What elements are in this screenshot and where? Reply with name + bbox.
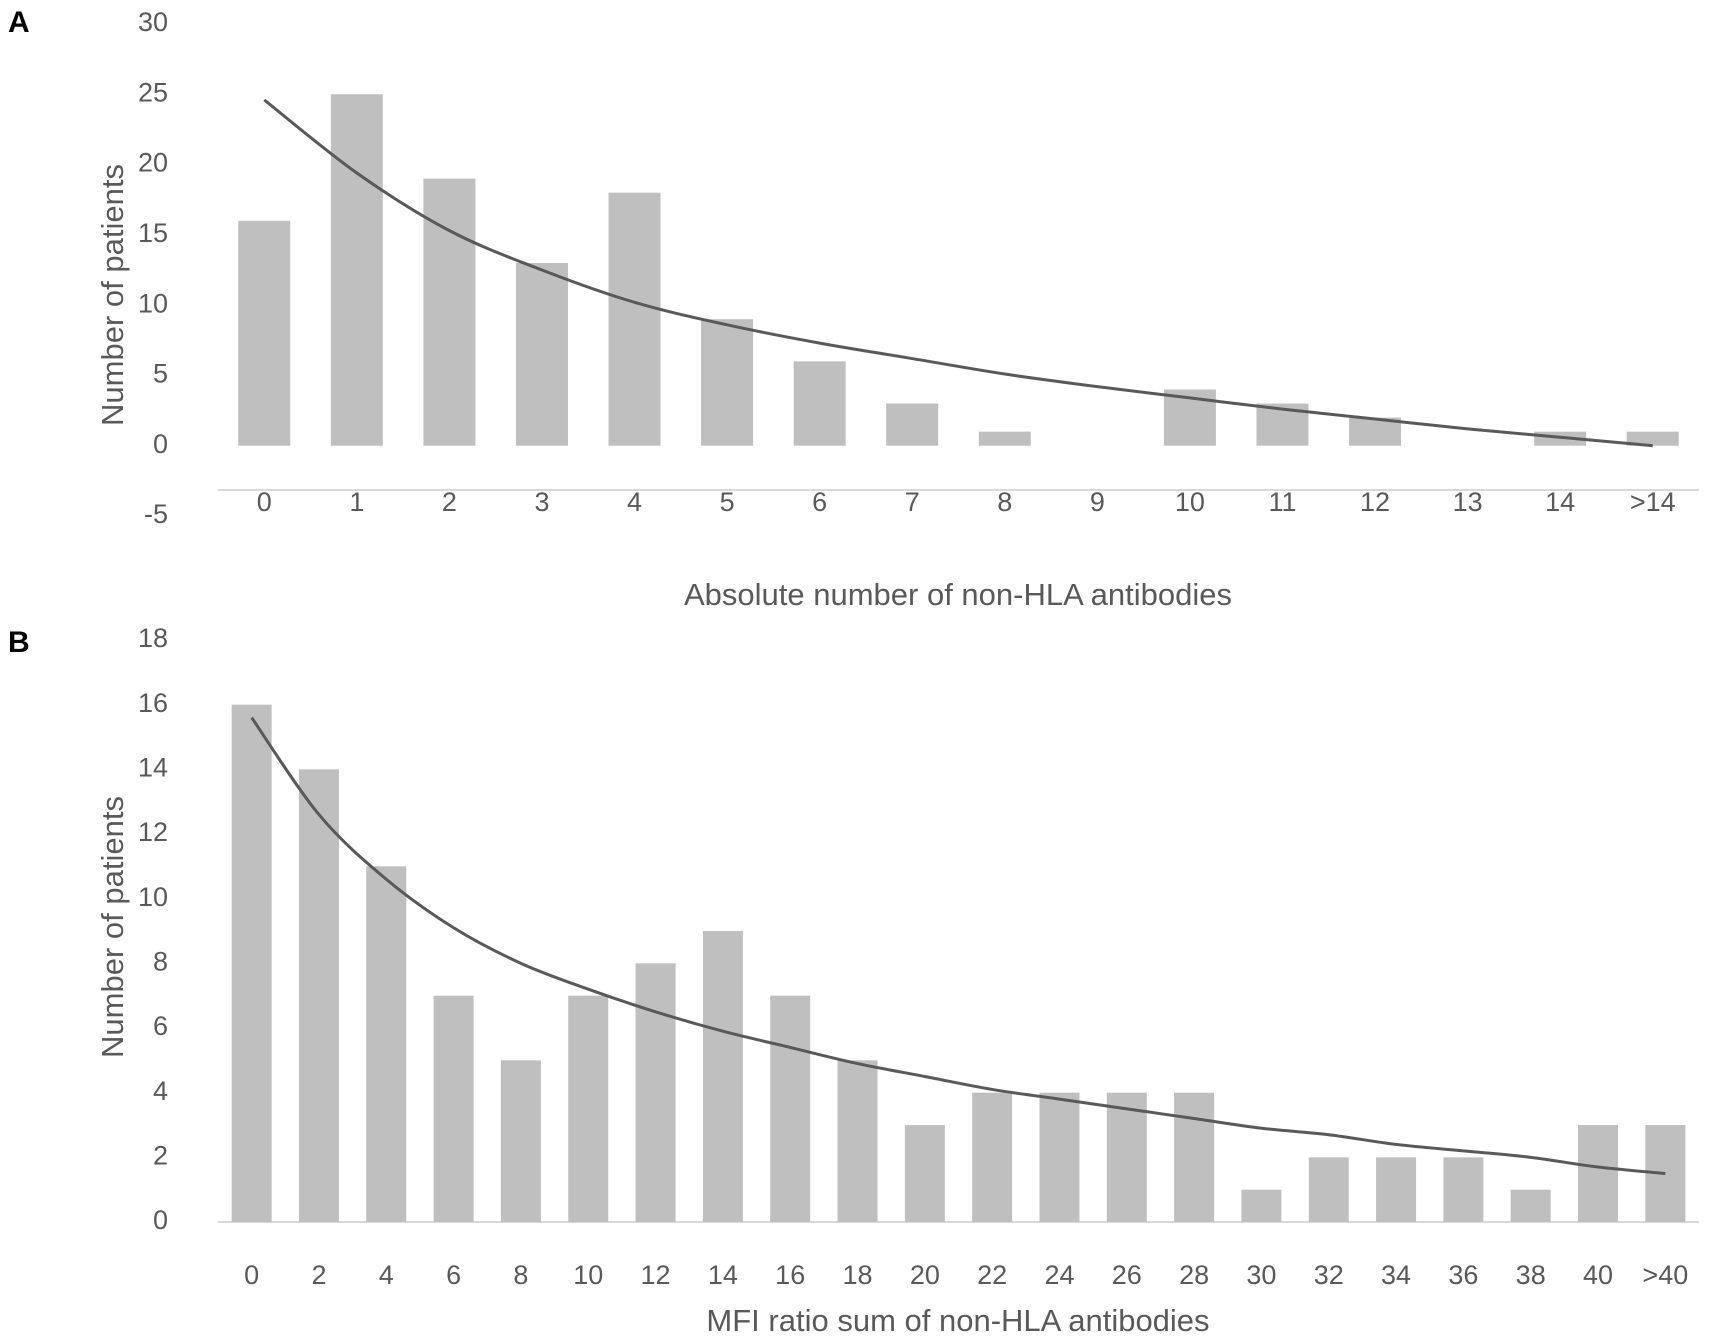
panel-a-y-tick-label: 20 bbox=[138, 148, 168, 178]
panel-b-y-tick-label: 2 bbox=[153, 1140, 168, 1170]
panel-b-x-tick-label: 38 bbox=[1516, 1260, 1546, 1290]
panel-b-x-tick-label: 26 bbox=[1112, 1260, 1142, 1290]
panel-a-x-tick-label: 9 bbox=[1090, 487, 1105, 517]
panel-b-x-tick-label: 24 bbox=[1044, 1260, 1074, 1290]
panel-b-x-axis-title: MFI ratio sum of non-HLA antibodies bbox=[706, 1303, 1209, 1338]
panel-b: B Number of patients MFI ratio sum of no… bbox=[8, 623, 1699, 1338]
panel-a-bar bbox=[423, 178, 476, 446]
panel-a-x-tick-label: 3 bbox=[534, 487, 549, 517]
panel-a-x-tick-label: 12 bbox=[1360, 487, 1390, 517]
panel-a-x-tick-label: 0 bbox=[257, 487, 272, 517]
panel-b-y-tick-label: 14 bbox=[138, 752, 168, 782]
panel-a-bar bbox=[238, 220, 291, 446]
panel-b-bar bbox=[298, 769, 339, 1222]
panel-b-bar bbox=[366, 866, 407, 1222]
panel-b-x-tick-label: 8 bbox=[513, 1260, 528, 1290]
panel-b-y-tick-label: 4 bbox=[153, 1076, 168, 1106]
panel-a-y-tick-label: 5 bbox=[153, 359, 168, 389]
panel-a-bar bbox=[978, 431, 1031, 446]
panel-a-bar bbox=[515, 262, 568, 446]
panel-b-bar bbox=[635, 963, 676, 1222]
panel-b-bar bbox=[500, 1060, 541, 1222]
panel-b-bar bbox=[1578, 1125, 1619, 1222]
panel-a-y-tick-label: 25 bbox=[138, 77, 168, 107]
panel-a-x-tick-label: 6 bbox=[812, 487, 827, 517]
panel-a: A Number of patients Absolute number of … bbox=[8, 6, 1699, 612]
panel-b-x-tick-label: 16 bbox=[775, 1260, 805, 1290]
panel-b-bar bbox=[702, 931, 743, 1222]
panel-a-bar bbox=[793, 361, 846, 446]
panel-b-y-tick-label: 6 bbox=[153, 1011, 168, 1041]
panel-a-x-tick-label: >14 bbox=[1630, 487, 1676, 517]
panel-a-bar bbox=[886, 403, 939, 446]
panel-b-y-tick-label: 12 bbox=[138, 817, 168, 847]
panel-b-x-tick-label: 10 bbox=[573, 1260, 603, 1290]
panel-b-bar bbox=[1376, 1157, 1417, 1222]
panel-a-x-tick-label: 7 bbox=[905, 487, 920, 517]
panel-b-bar bbox=[568, 995, 609, 1222]
panel-a-x-tick-label: 14 bbox=[1545, 487, 1575, 517]
panel-b-bar bbox=[972, 1092, 1013, 1222]
panel-a-y-tick-label: 15 bbox=[138, 218, 168, 248]
panel-b-x-tick-label: 20 bbox=[910, 1260, 940, 1290]
panel-a-x-tick-label: 11 bbox=[1268, 487, 1296, 517]
panel-b-x-tick-label: 12 bbox=[641, 1260, 671, 1290]
panel-a-label: A bbox=[8, 6, 30, 39]
panel-a-x-tick-label: 4 bbox=[627, 487, 642, 517]
panel-b-y-tick-label: 18 bbox=[138, 623, 168, 653]
panel-b-x-tick-label: 4 bbox=[379, 1260, 394, 1290]
panel-b-x-tick-label: 34 bbox=[1381, 1260, 1411, 1290]
panel-b-bar bbox=[837, 1060, 878, 1222]
panel-b-x-tick-label: 36 bbox=[1448, 1260, 1478, 1290]
panel-b-y-tick-label: 0 bbox=[153, 1205, 168, 1235]
panel-b-bar bbox=[1039, 1092, 1080, 1222]
panel-a-y-axis-title: Number of patients bbox=[95, 164, 130, 426]
panel-b-bar bbox=[1443, 1157, 1484, 1222]
panel-b-y-tick-label: 10 bbox=[138, 882, 168, 912]
panel-a-y-tick-label: 30 bbox=[138, 7, 168, 37]
panel-a-y-tick-label: 0 bbox=[153, 429, 168, 459]
panel-a-bar bbox=[608, 192, 661, 446]
panel-b-y-tick-label: 16 bbox=[138, 688, 168, 718]
panel-b-x-tick-label: 6 bbox=[446, 1260, 461, 1290]
panel-b-y-tick-label: 8 bbox=[153, 946, 168, 976]
panel-b-bar bbox=[231, 704, 272, 1222]
panel-a-x-axis-title: Absolute number of non-HLA antibodies bbox=[684, 577, 1232, 612]
panel-b-x-tick-label: 2 bbox=[311, 1260, 326, 1290]
panel-b-bar bbox=[1174, 1092, 1215, 1222]
panel-a-x-tick-label: 2 bbox=[442, 487, 457, 517]
panel-a-x-tick-label: 1 bbox=[349, 487, 364, 517]
panel-b-bar bbox=[433, 995, 474, 1222]
panel-a-x-tick-label: 5 bbox=[720, 487, 735, 517]
panel-a-x-tick-label: 13 bbox=[1453, 487, 1483, 517]
panel-a-bar bbox=[701, 319, 754, 446]
panel-b-x-tick-label: 30 bbox=[1246, 1260, 1276, 1290]
panel-b-bar bbox=[1106, 1092, 1147, 1222]
panel-b-trendline bbox=[250, 716, 1666, 1175]
panel-a-x-tick-label: 8 bbox=[997, 487, 1012, 517]
panel-a-bar bbox=[330, 94, 383, 446]
panel-b-x-tick-label: >40 bbox=[1642, 1260, 1688, 1290]
panel-a-bar bbox=[1626, 431, 1679, 446]
panel-a-trendline bbox=[263, 98, 1653, 448]
panel-b-x-tick-label: 0 bbox=[244, 1260, 259, 1290]
panel-b-x-tick-label: 32 bbox=[1314, 1260, 1344, 1290]
panel-b-bar bbox=[904, 1125, 945, 1222]
panel-b-label: B bbox=[8, 626, 30, 659]
panel-b-x-tick-label: 28 bbox=[1179, 1260, 1209, 1290]
panel-b-x-tick-label: 18 bbox=[842, 1260, 872, 1290]
panel-b-x-tick-label: 14 bbox=[708, 1260, 738, 1290]
panel-a-x-tick-label: 10 bbox=[1175, 487, 1205, 517]
panel-a-y-tick-label: 10 bbox=[138, 288, 168, 318]
panel-b-bar bbox=[1510, 1189, 1551, 1222]
panel-a-y-tick-label: -5 bbox=[144, 499, 168, 529]
panel-b-bar bbox=[770, 995, 811, 1222]
panel-b-x-tick-label: 22 bbox=[977, 1260, 1007, 1290]
panel-b-bar bbox=[1308, 1157, 1349, 1222]
panel-b-bar bbox=[1241, 1189, 1282, 1222]
panel-b-x-tick-label: 40 bbox=[1583, 1260, 1613, 1290]
panel-b-y-axis-title: Number of patients bbox=[95, 796, 130, 1058]
